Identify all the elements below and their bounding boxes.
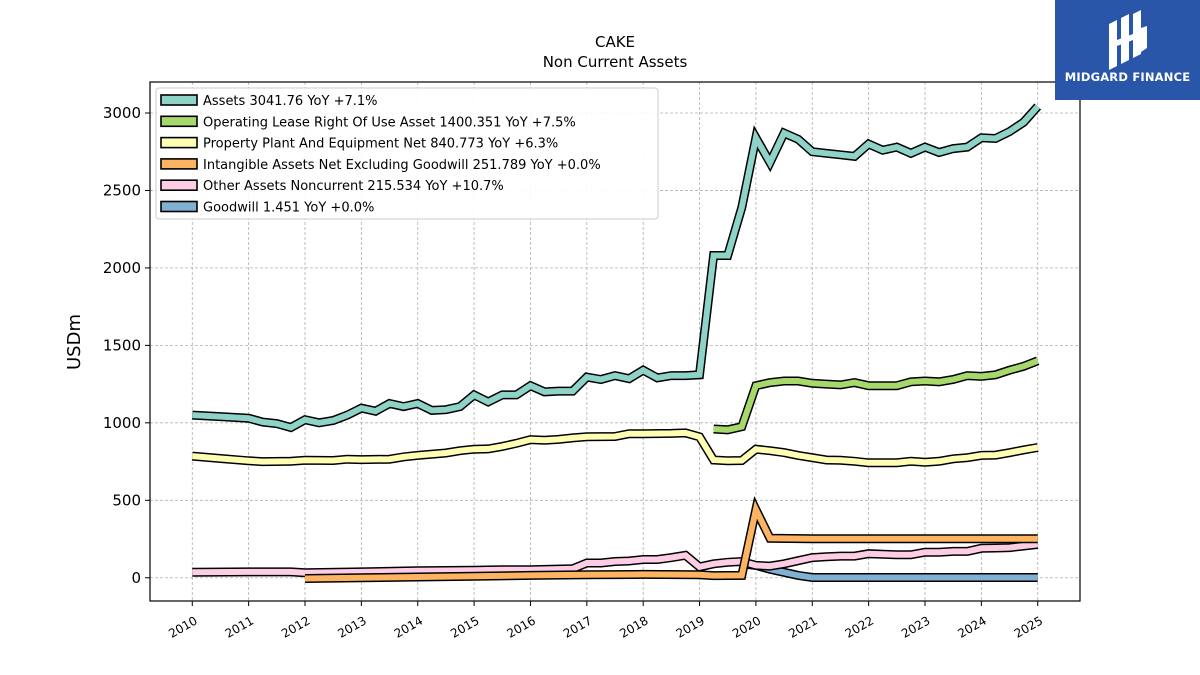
legend-swatch: [160, 136, 198, 149]
legend-item: Operating Lease Right Of Use Asset 1400.…: [160, 115, 576, 130]
legend-box: [155, 87, 659, 220]
legend: Assets 3041.76 YoY +7.1% Operating Lease …: [155, 87, 659, 220]
x-tick-label: 2012: [279, 613, 312, 640]
legend-swatch: [160, 115, 198, 128]
series-line-outline: [713, 356, 1040, 435]
y-tick-label: 2500: [103, 181, 141, 199]
x-tick-label: 2014: [392, 613, 425, 640]
y-tick-label: 500: [112, 491, 141, 509]
y-tick-label: 0: [131, 569, 141, 587]
series-property-plant-and-equipment-net: [191, 428, 1039, 468]
legend-swatch: [160, 158, 198, 170]
series-layer: [191, 103, 1042, 583]
series-line: [192, 429, 1039, 466]
legend-label: Other Assets Noncurrent 215.534 YoY +10.…: [203, 179, 504, 194]
series-line: [713, 358, 1039, 433]
x-tick-label: 2013: [335, 613, 368, 640]
legend-label: Operating Lease Right Of Use Asset 1400.…: [203, 115, 576, 130]
y-axis-label: USDm: [64, 314, 85, 370]
x-tick-label: 2010: [166, 613, 199, 640]
x-tick-label: 2018: [617, 613, 650, 640]
legend-item: Other Assets Noncurrent 215.534 YoY +10.…: [160, 179, 504, 194]
x-tick-label: 2011: [223, 613, 256, 640]
y-tick-label: 1500: [103, 336, 141, 354]
series-line: [304, 500, 1038, 582]
legend-item: Goodwill 1.451 YoY +0.0%: [160, 200, 374, 216]
x-tick-label: 2016: [505, 613, 538, 640]
series-operating-lease-right-of-use-asset: [713, 356, 1040, 435]
legend-label: Assets 3041.76 YoY +7.1%: [203, 94, 378, 109]
plot-frame: [149, 81, 1081, 602]
x-tick-label: 2017: [561, 613, 594, 640]
brand-logo-text: MIDGARD FINANCE: [1064, 70, 1191, 84]
series-line: [192, 104, 1040, 431]
legend-swatch: [160, 179, 198, 191]
series-assets: [192, 103, 1042, 433]
legend-label: Intangible Assets Net Excluding Goodwill…: [203, 158, 601, 173]
chart-subtitle: Non Current Assets: [543, 53, 688, 71]
x-tick-label: 2023: [899, 613, 932, 640]
x-tick-label: 2020: [730, 613, 763, 640]
legend-swatch: [160, 94, 198, 106]
y-tick-label: 1000: [103, 414, 141, 432]
midgard-logo-icon: [1109, 10, 1147, 70]
series-intangible-assets-net-excluding-goodwill: [304, 495, 1038, 583]
x-tick-label: 2019: [674, 613, 707, 640]
legend-item: Intangible Assets Net Excluding Goodwill…: [160, 158, 601, 173]
legend-label: Goodwill 1.451 YoY +0.0%: [203, 201, 374, 216]
x-tick-label: 2022: [843, 613, 876, 640]
series-other-assets-noncurrent: [192, 539, 1039, 578]
legend-item: Assets 3041.76 YoY +7.1%: [160, 94, 378, 109]
brand-logo: MIDGARD FINANCE: [1055, 0, 1200, 100]
legend-label: Property Plant And Equipment Net 840.773…: [203, 137, 558, 152]
y-tick-label: 2000: [103, 259, 141, 277]
x-tick-label: 2024: [955, 613, 988, 640]
x-tick-label: 2025: [1012, 613, 1045, 640]
y-tick-label: 3000: [103, 104, 141, 122]
legend-swatch: [160, 200, 198, 213]
y-axis: 0 500 1000 1500 2000 2500 3000: [103, 104, 150, 587]
x-tick-label: 2015: [448, 613, 481, 640]
chart-title: CAKE: [595, 33, 635, 51]
legend-item: Property Plant And Equipment Net 840.773…: [160, 136, 558, 152]
x-tick-label: 2021: [786, 613, 819, 640]
x-axis: 2010 2011 2012 2013 2014 2015 2016 2017 2018 2019…: [166, 601, 1045, 641]
